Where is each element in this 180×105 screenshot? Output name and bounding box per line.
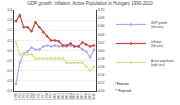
svg-text:0.50: 0.50 bbox=[98, 89, 105, 93]
svg-text:0.66: 0.66 bbox=[98, 24, 105, 28]
svg-text:1992: 1992 bbox=[22, 93, 26, 100]
svg-text:1994: 1994 bbox=[30, 93, 34, 100]
svg-text:** Projected: ** Projected bbox=[115, 89, 131, 93]
svg-text:0.3: 0.3 bbox=[7, 18, 12, 22]
svg-text:0.70: 0.70 bbox=[98, 8, 105, 12]
svg-text:1995: 1995 bbox=[33, 93, 37, 100]
svg-text:2008: 2008 bbox=[84, 93, 88, 100]
svg-text:0.64: 0.64 bbox=[98, 33, 105, 37]
svg-text:0.68: 0.68 bbox=[98, 16, 105, 20]
svg-text:0.2: 0.2 bbox=[7, 28, 12, 32]
svg-text:-0.1: -0.1 bbox=[6, 59, 12, 63]
svg-text:* Forecast: * Forecast bbox=[115, 82, 129, 86]
svg-text:2007: 2007 bbox=[80, 93, 84, 100]
svg-text:0.0: 0.0 bbox=[7, 49, 12, 53]
svg-text:1996: 1996 bbox=[37, 93, 41, 100]
svg-text:1998: 1998 bbox=[45, 93, 49, 100]
svg-text:1999: 1999 bbox=[49, 93, 53, 100]
svg-text:-0.4: -0.4 bbox=[6, 89, 12, 93]
svg-text:GDP growth, Inflation, Active: GDP growth, Inflation, Active Population… bbox=[27, 1, 153, 6]
svg-text:1997: 1997 bbox=[41, 93, 45, 100]
svg-text:Active population(right axis): Active population(right axis) bbox=[151, 59, 174, 67]
svg-text:2000: 2000 bbox=[53, 93, 57, 100]
svg-text:1990: 1990 bbox=[14, 93, 18, 100]
svg-text:0.62: 0.62 bbox=[98, 41, 105, 45]
svg-text:2005: 2005 bbox=[72, 93, 76, 100]
svg-text:GDP growth(left axis): GDP growth(left axis) bbox=[151, 21, 168, 29]
svg-text:2010: 2010 bbox=[92, 93, 96, 100]
svg-text:2009: 2009 bbox=[88, 93, 92, 100]
svg-text:0.52: 0.52 bbox=[98, 81, 105, 85]
svg-text:0.4: 0.4 bbox=[7, 8, 12, 12]
svg-text:-0.2: -0.2 bbox=[6, 69, 12, 73]
svg-text:2003: 2003 bbox=[65, 93, 69, 100]
svg-text:2001: 2001 bbox=[57, 93, 61, 100]
svg-text:-0.3: -0.3 bbox=[6, 79, 12, 83]
svg-text:0.56: 0.56 bbox=[98, 65, 105, 69]
svg-text:1993: 1993 bbox=[26, 93, 30, 100]
svg-text:2006: 2006 bbox=[76, 93, 80, 100]
svg-text:Inflation(left axis): Inflation(left axis) bbox=[151, 40, 163, 48]
svg-text:0.60: 0.60 bbox=[98, 49, 105, 53]
svg-text:0.58: 0.58 bbox=[98, 57, 105, 61]
svg-text:0.54: 0.54 bbox=[98, 73, 105, 77]
svg-text:2002: 2002 bbox=[61, 93, 65, 100]
svg-text:1991: 1991 bbox=[18, 93, 22, 100]
svg-text:0.1: 0.1 bbox=[7, 39, 12, 43]
svg-text:2004: 2004 bbox=[69, 93, 73, 100]
